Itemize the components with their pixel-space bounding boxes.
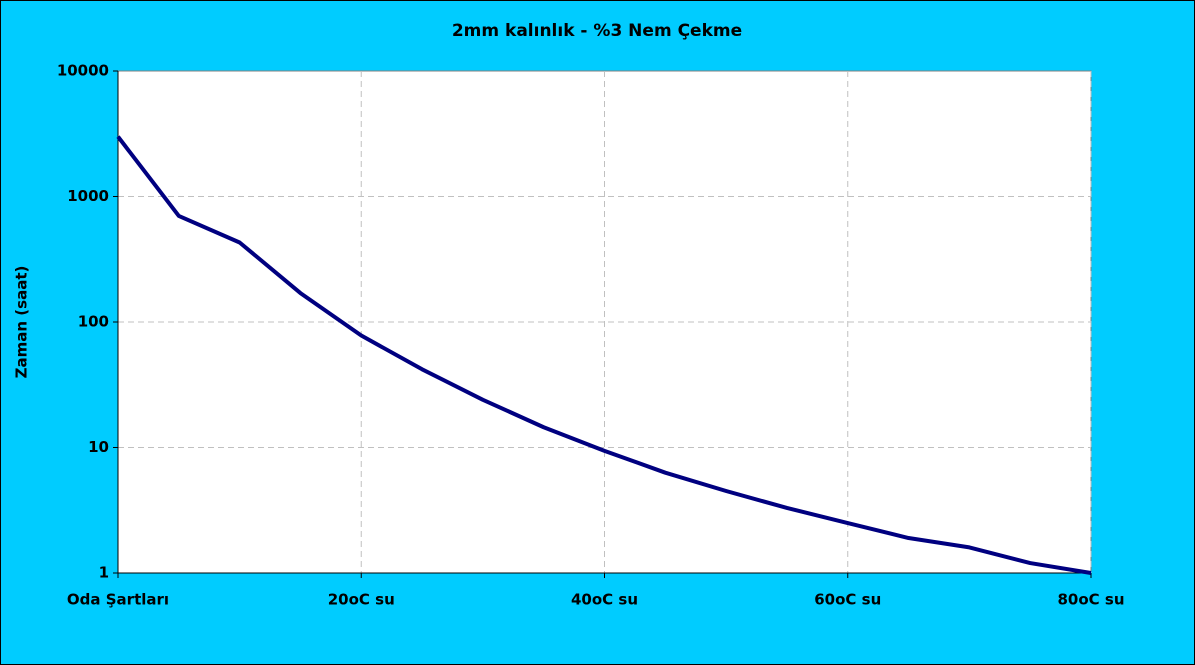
x-tick-label: 20oC su — [328, 591, 395, 609]
series-line — [116, 135, 1092, 575]
y-tick-label: 10000 — [57, 62, 109, 80]
x-tick-label: 40oC su — [571, 591, 638, 609]
x-tick-label: 60oC su — [814, 591, 881, 609]
y-tick-label: 1000 — [67, 187, 109, 205]
chart-title: 2mm kalınlık - %3 Nem Çekme — [452, 21, 742, 41]
y-tick-label: 1 — [99, 564, 109, 582]
y-tick-label: 10 — [88, 438, 109, 456]
x-tick-label: Oda Şartları — [67, 591, 169, 609]
y-axis-label: Zaman (saat) — [13, 266, 31, 379]
x-tick-label: 80oC su — [1057, 591, 1124, 609]
y-tick-label: 100 — [78, 313, 109, 331]
